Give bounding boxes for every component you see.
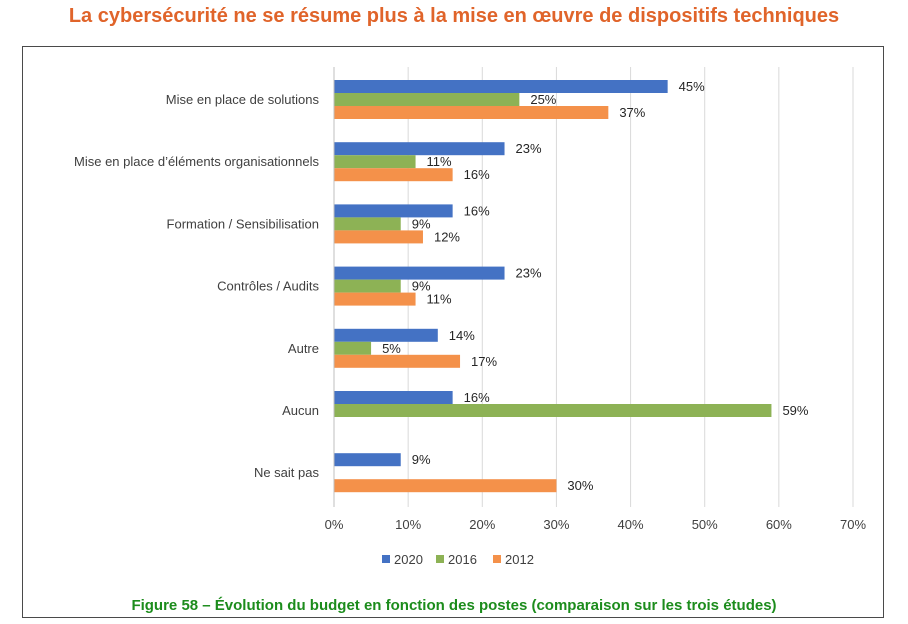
- chart-frame: [22, 46, 884, 618]
- figure-caption: Figure 58 – Évolution du budget en fonct…: [131, 597, 777, 614]
- legend-label: 2020: [394, 552, 423, 567]
- bar-2020: [334, 204, 453, 218]
- data-label: 9%: [412, 279, 431, 294]
- category-label: Mise en place d’éléments organisationnel…: [74, 154, 319, 169]
- x-tick-label: 0%: [325, 517, 344, 532]
- category-label: Mise en place de solutions: [166, 92, 320, 107]
- bar-2020: [334, 80, 668, 93]
- bar-2012: [334, 479, 557, 493]
- x-tick-label: 20%: [469, 517, 495, 532]
- bar-2012: [334, 168, 453, 182]
- legend-swatch-2020: [382, 555, 390, 563]
- x-tick-label: 40%: [618, 517, 644, 532]
- data-label: 14%: [449, 328, 475, 343]
- data-label: 9%: [412, 452, 431, 467]
- legend-label: 2012: [505, 552, 534, 567]
- legend-swatch-2016: [436, 555, 444, 563]
- category-label: Contrôles / Audits: [217, 279, 319, 294]
- bar-2020: [334, 266, 505, 280]
- bar-2012: [334, 354, 461, 368]
- bar-2016: [334, 341, 372, 355]
- bar-2020: [334, 453, 401, 467]
- data-label: 11%: [427, 292, 452, 307]
- bar-2012: [334, 292, 416, 306]
- x-tick-label: 10%: [395, 517, 421, 532]
- data-label: 45%: [679, 79, 705, 94]
- data-label: 11%: [427, 154, 452, 169]
- bar-2016: [334, 217, 401, 231]
- x-tick-label: 30%: [543, 517, 569, 532]
- bar-2012: [334, 230, 423, 244]
- legend-swatch-2012: [493, 555, 501, 563]
- x-tick-label: 70%: [840, 517, 866, 532]
- data-label: 16%: [464, 203, 490, 218]
- data-label: 9%: [412, 216, 431, 231]
- bar-2016: [334, 404, 772, 417]
- data-label: 16%: [464, 390, 490, 405]
- data-label: 16%: [464, 167, 490, 182]
- data-label: 23%: [516, 266, 542, 281]
- category-label: Autre: [288, 341, 319, 356]
- data-label: 25%: [530, 92, 556, 107]
- data-label: 12%: [434, 229, 460, 244]
- bar-2016: [334, 279, 401, 293]
- bar-2020: [334, 391, 453, 404]
- bar-2020: [334, 142, 505, 156]
- category-label: Ne sait pas: [254, 465, 320, 480]
- page-title: La cybersécurité ne se résume plus à la …: [68, 5, 840, 27]
- data-label: 5%: [382, 341, 401, 356]
- data-label: 23%: [516, 141, 542, 156]
- x-tick-label: 50%: [692, 517, 718, 532]
- bar-2016: [334, 93, 520, 106]
- data-label: 17%: [471, 354, 497, 369]
- data-label: 37%: [619, 105, 645, 120]
- category-label: Aucun: [282, 403, 319, 418]
- data-label: 59%: [782, 403, 808, 418]
- x-tick-label: 60%: [766, 517, 792, 532]
- bar-2020: [334, 328, 438, 342]
- bar-2016: [334, 155, 416, 169]
- bar-2012: [334, 106, 609, 119]
- legend-label: 2016: [448, 552, 477, 567]
- category-label: Formation / Sensibilisation: [167, 216, 319, 231]
- data-label: 30%: [567, 478, 593, 493]
